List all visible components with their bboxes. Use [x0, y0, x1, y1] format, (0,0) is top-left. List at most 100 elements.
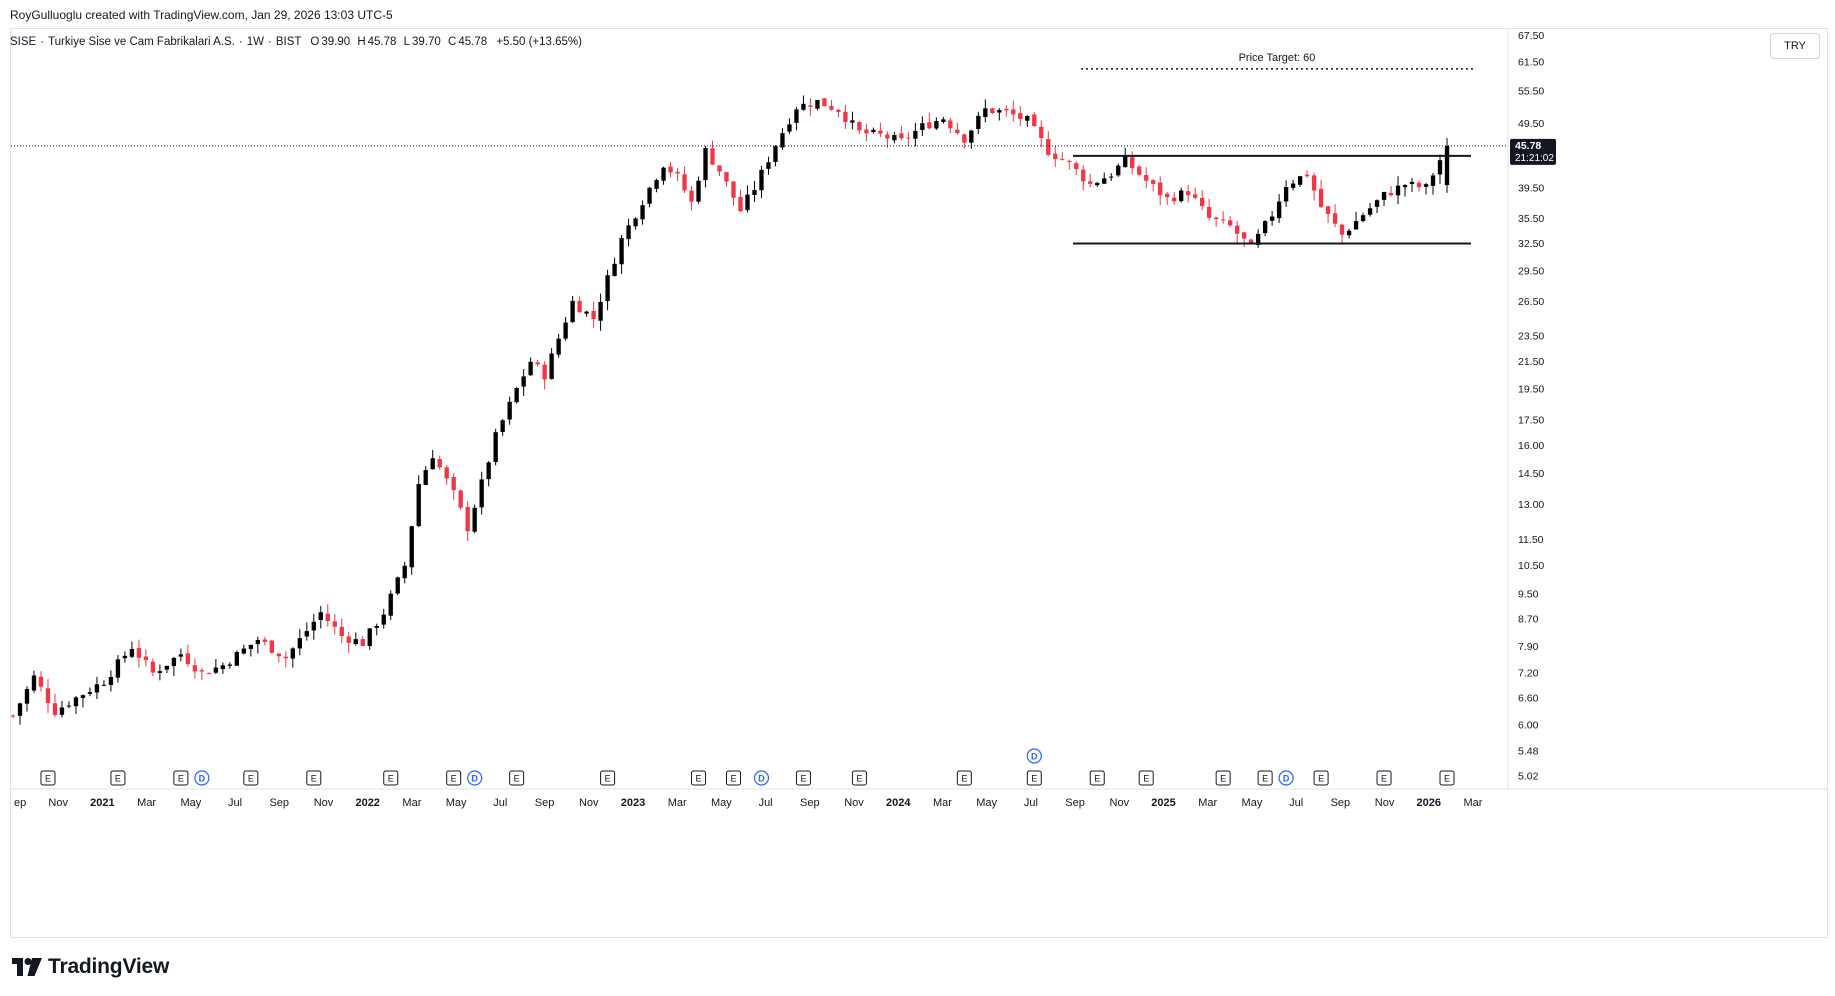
earnings-event-icon[interactable] [243, 770, 259, 786]
candle-body [416, 484, 421, 527]
candle-body [633, 218, 638, 227]
earnings-event-icon[interactable] [1257, 770, 1273, 786]
candle-body [234, 652, 240, 666]
price-tick-label: 6.60 [1518, 692, 1539, 704]
time-tick-label: Jul [493, 797, 507, 809]
candle-body [437, 459, 442, 468]
earnings-event-letter: E [388, 774, 394, 784]
earnings-event-icon[interactable] [691, 770, 707, 786]
earnings-event-icon[interactable] [1026, 770, 1042, 786]
candlestick-chart[interactable]: 67.5061.5055.5049.5045.5039.5035.5032.50… [11, 29, 1829, 939]
earnings-event-icon[interactable] [383, 770, 399, 786]
dividend-event-icon[interactable] [753, 770, 770, 786]
tradingview-logo[interactable]: TradingView [12, 955, 169, 979]
earnings-event-icon[interactable] [1089, 770, 1105, 786]
candle-body [878, 130, 883, 134]
earnings-event-icon[interactable] [306, 770, 322, 786]
time-tick-label: Nov [844, 797, 864, 809]
price-tick-label: 9.50 [1518, 589, 1539, 601]
time-tick-label: 2023 [621, 797, 645, 809]
candle-body [1116, 165, 1121, 176]
dividend-event-icon[interactable] [467, 770, 483, 786]
candle-body [689, 190, 694, 202]
candle-body [325, 613, 330, 622]
candle-body [563, 322, 568, 339]
candle-body [969, 130, 974, 143]
time-tick-label: 2021 [90, 797, 114, 809]
chart-area[interactable]: 67.5061.5055.5049.5045.5039.5035.5032.50… [10, 28, 1829, 939]
time-tick-label: May [976, 797, 997, 809]
price-tick-label: 23.50 [1518, 330, 1544, 342]
earnings-event-icon[interactable] [173, 770, 189, 786]
candle-body [1200, 197, 1205, 206]
time-tick-label: Jul [228, 797, 242, 809]
earnings-event-icon[interactable] [956, 770, 972, 786]
ohlc-low: 39.70 [412, 36, 441, 48]
candle-body [122, 655, 128, 659]
earnings-event-icon[interactable] [110, 770, 126, 786]
time-tick-label: Nov [1110, 797, 1130, 809]
candle-body [1060, 158, 1065, 160]
candle-body [87, 692, 93, 694]
candle-body [479, 479, 484, 508]
time-tick-label: 2025 [1151, 797, 1175, 809]
candle-body [1444, 145, 1450, 186]
earnings-event-icon[interactable] [795, 770, 811, 786]
earnings-event-icon[interactable] [600, 770, 616, 786]
candle-body [1025, 116, 1030, 121]
earnings-event-icon[interactable] [851, 770, 867, 786]
time-tick-label: 2026 [1417, 797, 1441, 809]
candle-body [1416, 182, 1422, 188]
candle-body [1130, 157, 1135, 169]
candle-body [178, 654, 184, 657]
symbol-ticker[interactable]: SISE [10, 36, 37, 48]
earnings-event-icon[interactable] [1138, 770, 1154, 786]
candle-body [1088, 181, 1093, 184]
candle-body [535, 362, 540, 365]
candle-body [892, 134, 897, 141]
earnings-event-icon[interactable] [446, 770, 462, 786]
candle-body [983, 108, 988, 118]
candle-body [955, 129, 960, 134]
candle-body [1402, 185, 1408, 188]
dividend-event-icon[interactable] [1278, 770, 1294, 786]
earnings-event-icon[interactable] [1439, 770, 1455, 786]
price-tick-label: 13.00 [1518, 499, 1544, 511]
symbol-interval[interactable]: 1W [246, 36, 264, 48]
candle-body [815, 99, 820, 109]
price-tick-label: 16.00 [1518, 440, 1544, 452]
candle-body [423, 470, 428, 485]
earnings-event-letter: E [800, 774, 806, 784]
earnings-event-icon[interactable] [725, 770, 741, 786]
earnings-event-icon[interactable] [1313, 770, 1329, 786]
price-tick-label: 55.50 [1518, 86, 1544, 98]
candle-body [857, 122, 862, 131]
time-tick-label: Sep [269, 797, 289, 809]
earnings-event-icon[interactable] [40, 770, 56, 786]
candle-body [451, 476, 456, 491]
earnings-event-icon[interactable] [1376, 770, 1392, 786]
candle-body [80, 695, 86, 698]
dividend-event-icon[interactable] [194, 770, 210, 786]
time-tick-label: ep [14, 797, 26, 809]
symbol-legend[interactable]: SISE · Turkiye Sise ve Cam Fabrikalari A.S… [10, 36, 582, 48]
candle-body [822, 98, 827, 107]
candle-body [927, 122, 932, 129]
currency-button[interactable]: TRY [1770, 33, 1820, 59]
candle-body [157, 671, 163, 673]
earnings-event-icon[interactable] [509, 770, 525, 786]
time-tick-label: 2024 [886, 797, 911, 809]
candle-body [1234, 225, 1240, 234]
candle-body [682, 174, 687, 191]
time-tick-label: Mar [933, 797, 952, 809]
earnings-event-icon[interactable] [1215, 770, 1231, 786]
candle-body [1325, 206, 1331, 214]
price-tick-label: 7.20 [1518, 668, 1539, 680]
candle-body [773, 146, 778, 162]
candle-body [1423, 184, 1429, 187]
dividend-event-icon[interactable] [1026, 748, 1042, 764]
candle-body [1220, 219, 1226, 221]
tradingview-logo-icon [12, 958, 42, 976]
symbol-exchange: BIST [275, 36, 302, 48]
candle-body [108, 677, 114, 686]
